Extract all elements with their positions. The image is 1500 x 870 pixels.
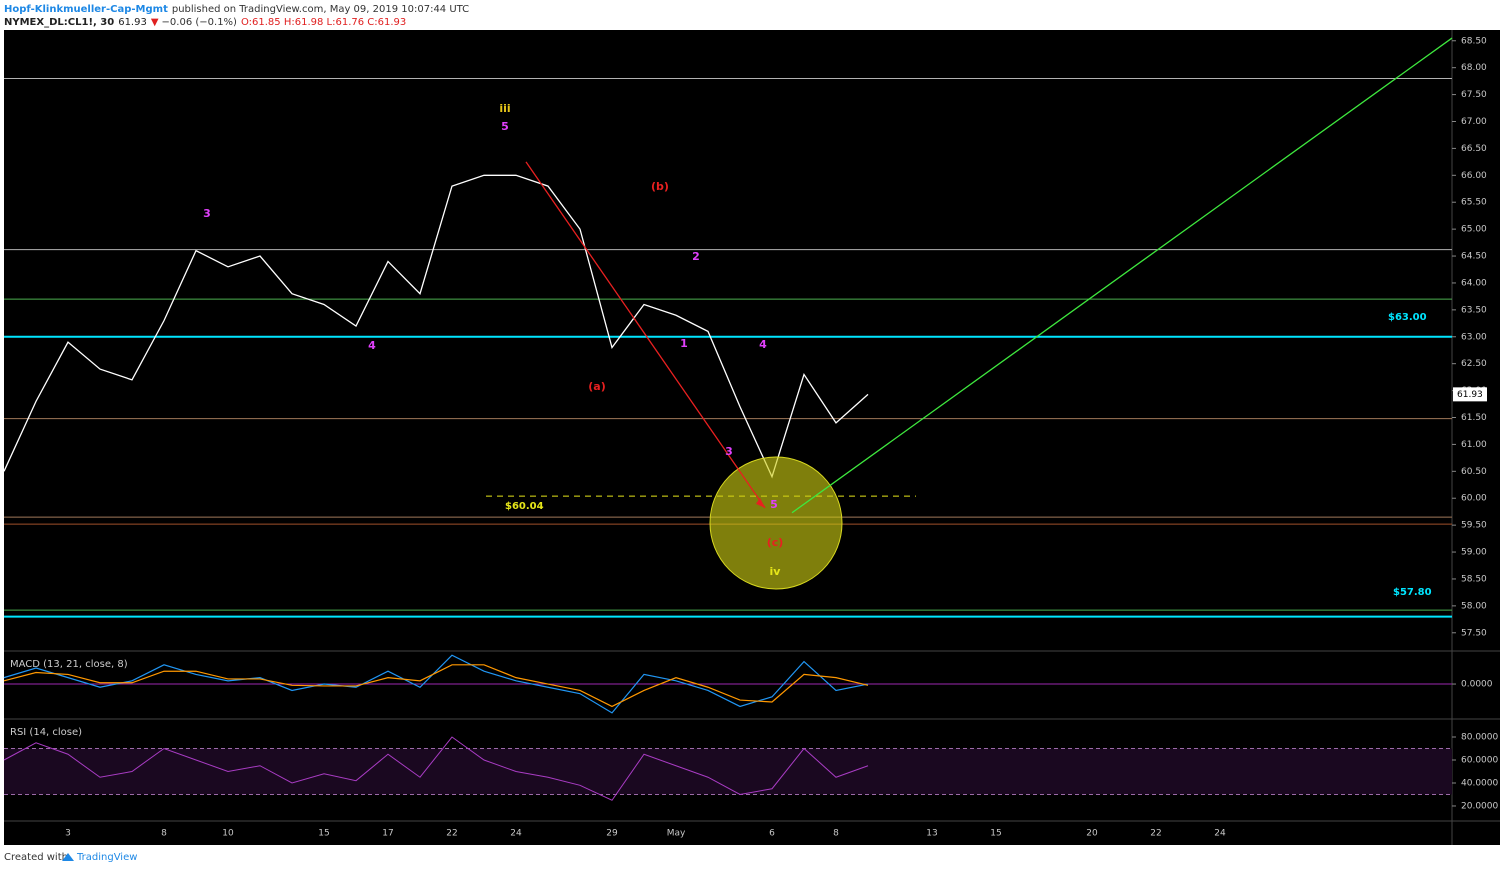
author[interactable]: Hopf-Klinkmueller-Cap-Mgmt (4, 4, 168, 15)
symbol: NYMEX_DL:CL1!, 30 (4, 17, 114, 28)
series-line (3, 174, 869, 479)
y-tick-label: 68.50 (1461, 36, 1487, 46)
wave-label: 3 (725, 445, 733, 458)
y-tick-label: 66.50 (1461, 144, 1487, 154)
x-tick-label: 17 (382, 829, 393, 839)
wave-label: iv (770, 565, 782, 578)
y-tick-label: 59.50 (1461, 521, 1487, 531)
y-tick-label: 62.50 (1461, 359, 1487, 369)
wave-label: (a) (588, 380, 605, 393)
x-tick-label: 8 (161, 829, 167, 839)
y-tick-label: 60.50 (1461, 467, 1487, 477)
y-tick-label: 58.00 (1461, 601, 1487, 611)
highlight-circle (709, 456, 843, 590)
x-tick-label: 22 (446, 829, 457, 839)
y-tick-label: 80.0000 (1461, 733, 1498, 743)
last-price-label: 61.93 (1457, 390, 1483, 400)
x-tick-label: 15 (318, 829, 329, 839)
ohlc: O:61.85 H:61.98 L:61.76 C:61.93 (241, 17, 406, 28)
x-tick-label: 3 (65, 829, 71, 839)
wave-label: (c) (767, 536, 784, 549)
y-tick-label: 64.00 (1461, 278, 1487, 288)
x-tick-label: 6 (769, 829, 775, 839)
wave-label: 5 (770, 498, 778, 511)
y-tick-label: 20.0000 (1461, 801, 1498, 811)
y-tick-label: 64.50 (1461, 252, 1487, 262)
x-tick-label: 22 (1150, 829, 1161, 839)
arrow-head (756, 497, 765, 508)
y-tick-label: 58.50 (1461, 574, 1487, 584)
tv-logo (62, 853, 74, 861)
wave-label: 5 (501, 120, 509, 133)
y-tick-label: 63.50 (1461, 305, 1487, 315)
macd-title: MACD (13, 21, close, 8) (10, 659, 128, 670)
y-tick-label: 65.50 (1461, 198, 1487, 208)
wave-label: 3 (203, 207, 211, 220)
wave-label: 4 (368, 339, 376, 352)
change: −0.06 (−0.1%) (162, 17, 238, 28)
trendline (791, 37, 1453, 514)
y-tick-label: 0.0000 (1461, 680, 1493, 690)
y-tick-label: 60.0000 (1461, 756, 1498, 766)
y-tick-label: 60.00 (1461, 494, 1487, 504)
x-tick-label: 13 (926, 829, 937, 839)
footer-created: Created with (4, 852, 68, 863)
wave-label: 2 (692, 250, 700, 263)
rsi-band (4, 748, 1452, 795)
y-tick-label: 68.00 (1461, 63, 1487, 73)
x-tick-label: 20 (1086, 829, 1098, 839)
wave-label: 1 (680, 337, 688, 350)
publish-line: Hopf-Klinkmueller-Cap-Mgmt published on T… (4, 4, 469, 15)
last-price-box (1453, 387, 1487, 402)
footer-brand[interactable]: TradingView (76, 852, 137, 863)
x-tick-label: 29 (606, 829, 618, 839)
last-price: 61.93 (118, 17, 147, 28)
chart-background (4, 30, 1500, 845)
y-tick-label: 59.00 (1461, 548, 1487, 558)
x-tick-label: May (667, 829, 686, 839)
level-label: $63.00 (1388, 312, 1427, 323)
level-label: $57.80 (1393, 587, 1432, 598)
published: published on TradingView.com, May 09, 20… (172, 4, 469, 15)
wave-label: (b) (651, 180, 669, 193)
x-tick-label: 24 (510, 829, 522, 839)
x-tick-label: 8 (833, 829, 839, 839)
rsi-title: RSI (14, close) (10, 727, 82, 738)
level-label: $60.04 (505, 501, 544, 512)
y-tick-label: 67.00 (1461, 117, 1487, 127)
y-tick-label: 63.00 (1461, 332, 1487, 342)
symbol-line: NYMEX_DL:CL1!, 30 61.93 ▼ −0.06 (−0.1%) O:61… (4, 17, 406, 28)
series-line (3, 736, 869, 801)
wave-label: iii (499, 102, 510, 115)
series-line (3, 654, 869, 714)
y-tick-label: 40.0000 (1461, 778, 1498, 788)
y-tick-label: 57.50 (1461, 628, 1487, 638)
y-tick-label: 61.50 (1461, 413, 1487, 423)
y-tick-label: 61.00 (1461, 440, 1487, 450)
trendline (525, 161, 766, 509)
series-line (3, 664, 869, 708)
y-tick-label: 66.00 (1461, 171, 1487, 181)
change-arrow: ▼ (151, 17, 159, 28)
x-tick-label: 10 (222, 829, 234, 839)
x-tick-label: 15 (990, 829, 1001, 839)
x-tick-label: 24 (1214, 829, 1226, 839)
y-tick-label: 65.00 (1461, 225, 1487, 235)
wave-label: 4 (759, 338, 767, 351)
y-tick-label: 67.50 (1461, 90, 1487, 100)
